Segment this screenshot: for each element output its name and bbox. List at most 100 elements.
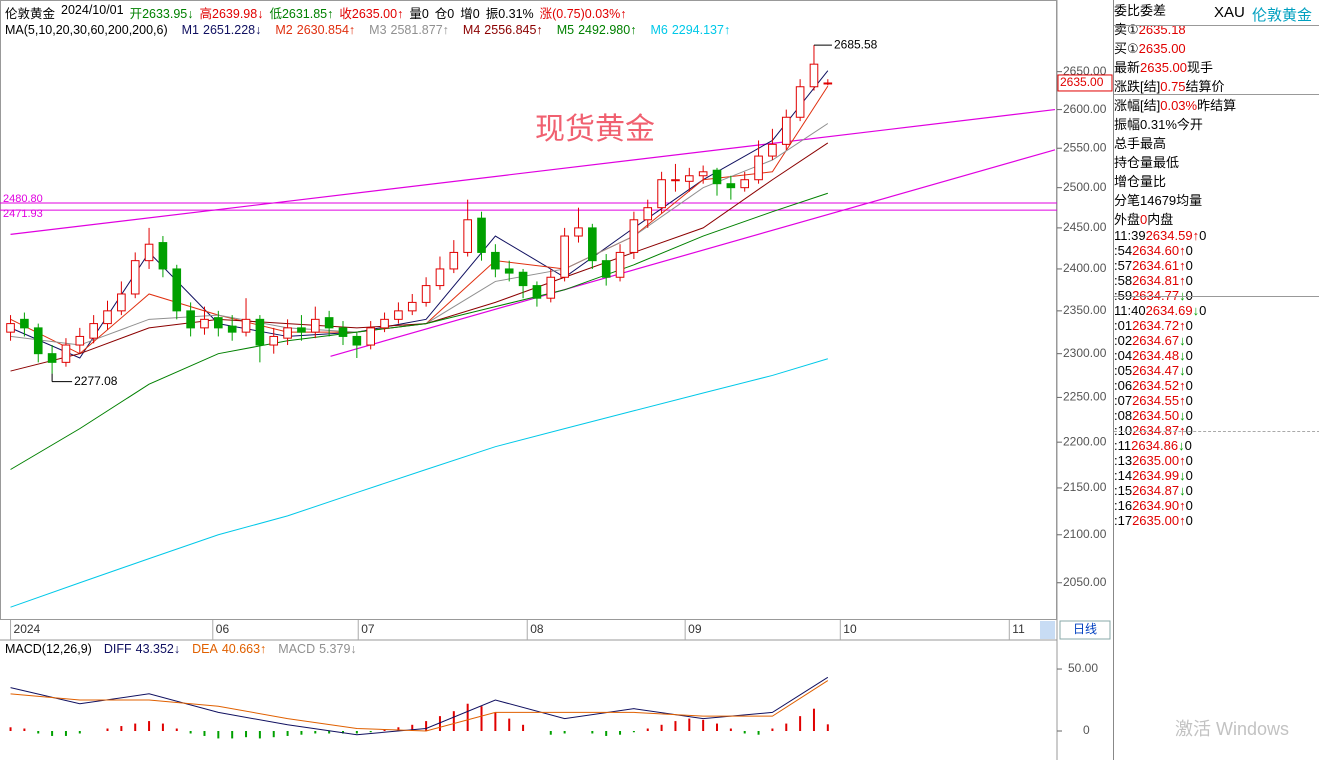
- tick-vol: 0: [1185, 318, 1193, 333]
- tick-row: :132635.00↑0: [1114, 453, 1319, 468]
- tick-vol: 0: [1185, 453, 1193, 468]
- tick-dir: ↑: [1179, 318, 1186, 333]
- tick-time: :10: [1114, 423, 1133, 438]
- candle-body: [449, 251, 459, 270]
- tick-row: :072634.55↑0: [1114, 393, 1319, 408]
- quote-label: 涨跌[结]: [1114, 79, 1161, 94]
- candle-body: [200, 318, 209, 329]
- candle-body: [75, 335, 85, 346]
- tick-dir: ↓: [1179, 468, 1186, 483]
- y-tick-label: 2150.00: [1063, 480, 1107, 494]
- tick-price: 2634.67: [1132, 333, 1180, 348]
- tick-vol: 0: [1185, 483, 1193, 498]
- quote-row: 最新2635.00现手: [1114, 57, 1319, 76]
- tick-row: :062634.52↑0: [1114, 378, 1319, 393]
- candle-body: [255, 318, 265, 346]
- quote-label: 振幅: [1114, 117, 1141, 132]
- tick-dir: ↑: [1192, 228, 1200, 243]
- tick-dir: ↓: [1179, 363, 1186, 378]
- quote-label2: 委差: [1140, 3, 1167, 18]
- scroll-thumb[interactable]: [1040, 621, 1055, 639]
- tick-price: 2634.72: [1132, 318, 1180, 333]
- instrument-name: 伦敦黄金: [1252, 7, 1313, 24]
- quote-panel: XAU 伦敦黄金 委比委差 卖①2635.18 买①2635.00 最新2635.00…: [1113, 0, 1319, 760]
- tick-price: 2635.00: [1132, 513, 1180, 528]
- legend-value: 2581.877↑: [390, 23, 449, 37]
- min-label: 2277.08: [74, 374, 118, 388]
- tick-price: 2634.87: [1132, 423, 1180, 438]
- y-tick-label: 2450.00: [1063, 220, 1107, 234]
- quote-row: 总手最高: [1114, 133, 1319, 152]
- candle-body: [823, 82, 833, 85]
- candle-body: [574, 227, 583, 237]
- x-tick-label: 07: [361, 622, 375, 636]
- quote-row: 买①2635.00: [1114, 38, 1319, 57]
- legend-name: DIFF: [103, 642, 132, 656]
- tick-price: 2634.47: [1132, 363, 1180, 378]
- quote-row: 增仓量比: [1114, 171, 1319, 190]
- tick-row: :012634.72↑0: [1114, 318, 1319, 333]
- y-tick-label: 2500.00: [1063, 180, 1107, 194]
- tick-price: 2634.50: [1132, 408, 1180, 423]
- legend-value: 2630.854↑: [296, 23, 356, 37]
- tick-vol: 0: [1184, 438, 1192, 453]
- panel-head: XAU 伦敦黄金: [1114, 0, 1319, 26]
- candle-body: [394, 310, 403, 320]
- candle-body: [6, 323, 15, 333]
- tick-price: 2634.52: [1132, 378, 1180, 393]
- quote-label: 涨幅[结]: [1114, 98, 1161, 113]
- candle-body: [310, 318, 320, 333]
- trendline: [330, 149, 1056, 357]
- header-field: 开2633.95↓: [129, 7, 194, 21]
- quote-value: 0.03%: [1160, 98, 1198, 113]
- tick-row: :082634.50↓0: [1114, 408, 1319, 423]
- tick-time: :05: [1114, 363, 1133, 378]
- y-tick-label: 2650.00: [1063, 64, 1107, 78]
- candle-body: [518, 271, 528, 287]
- candle-body: [643, 207, 653, 221]
- tick-dir: ↑: [1179, 243, 1186, 258]
- tick-row: :572634.61↑0: [1114, 258, 1319, 273]
- header-field: 振0.31%: [485, 7, 534, 21]
- tick-price: 2634.86: [1131, 438, 1179, 453]
- quote-label2: 现手: [1187, 60, 1214, 75]
- tick-dir: ↑: [1179, 258, 1186, 273]
- period-tab[interactable]: [1059, 620, 1111, 640]
- legend-name: M5: [556, 23, 575, 37]
- legend-value: 5.379↓: [319, 642, 357, 656]
- divider: [1114, 296, 1319, 297]
- candle-body: [61, 344, 71, 363]
- tick-vol: 0: [1185, 348, 1193, 363]
- quote-row: 外盘0内盘: [1114, 209, 1319, 228]
- quote-label2: 量比: [1140, 174, 1167, 189]
- header-field: 低2631.85↑: [269, 7, 334, 21]
- tick-time: :14: [1114, 468, 1133, 483]
- tick-price: 2634.87: [1132, 483, 1180, 498]
- legend-value: 2556.845↑: [484, 23, 543, 37]
- tick-vol: 0: [1185, 513, 1193, 528]
- tick-dir: ↓: [1192, 303, 1200, 318]
- main-frame: [0, 0, 1057, 620]
- tick-row: :142634.99↓0: [1114, 468, 1319, 483]
- tick-price: 2634.60: [1132, 243, 1180, 258]
- chart: 日线 现货黄金 2050.00 2100.00 2150.00 2200.00 2250…: [0, 0, 1113, 760]
- tick-dir: ↑: [1179, 513, 1186, 528]
- candle-body: [768, 143, 777, 157]
- candle-body: [477, 217, 486, 253]
- tick-dir: ↓: [1178, 438, 1185, 453]
- tick-dir: ↓: [1179, 483, 1186, 498]
- candle-body: [47, 353, 57, 363]
- tick-price: 2634.59: [1145, 228, 1193, 243]
- tick-vol: 0: [1199, 228, 1207, 243]
- tick-dir: ↑: [1179, 273, 1186, 288]
- quote-label: 买①: [1114, 41, 1139, 56]
- quote-label2: 昨结算: [1197, 98, 1237, 113]
- header-field: 2024/10/01: [61, 3, 124, 17]
- candle-body: [740, 179, 750, 189]
- quote-value: 14679: [1140, 193, 1177, 208]
- quote-label2: 结算价: [1185, 79, 1225, 94]
- quote-label2: 最低: [1153, 155, 1180, 170]
- max-label: 2685.58: [834, 37, 878, 51]
- y-tick-label: 2400.00: [1063, 261, 1107, 275]
- candle-body: [435, 268, 445, 287]
